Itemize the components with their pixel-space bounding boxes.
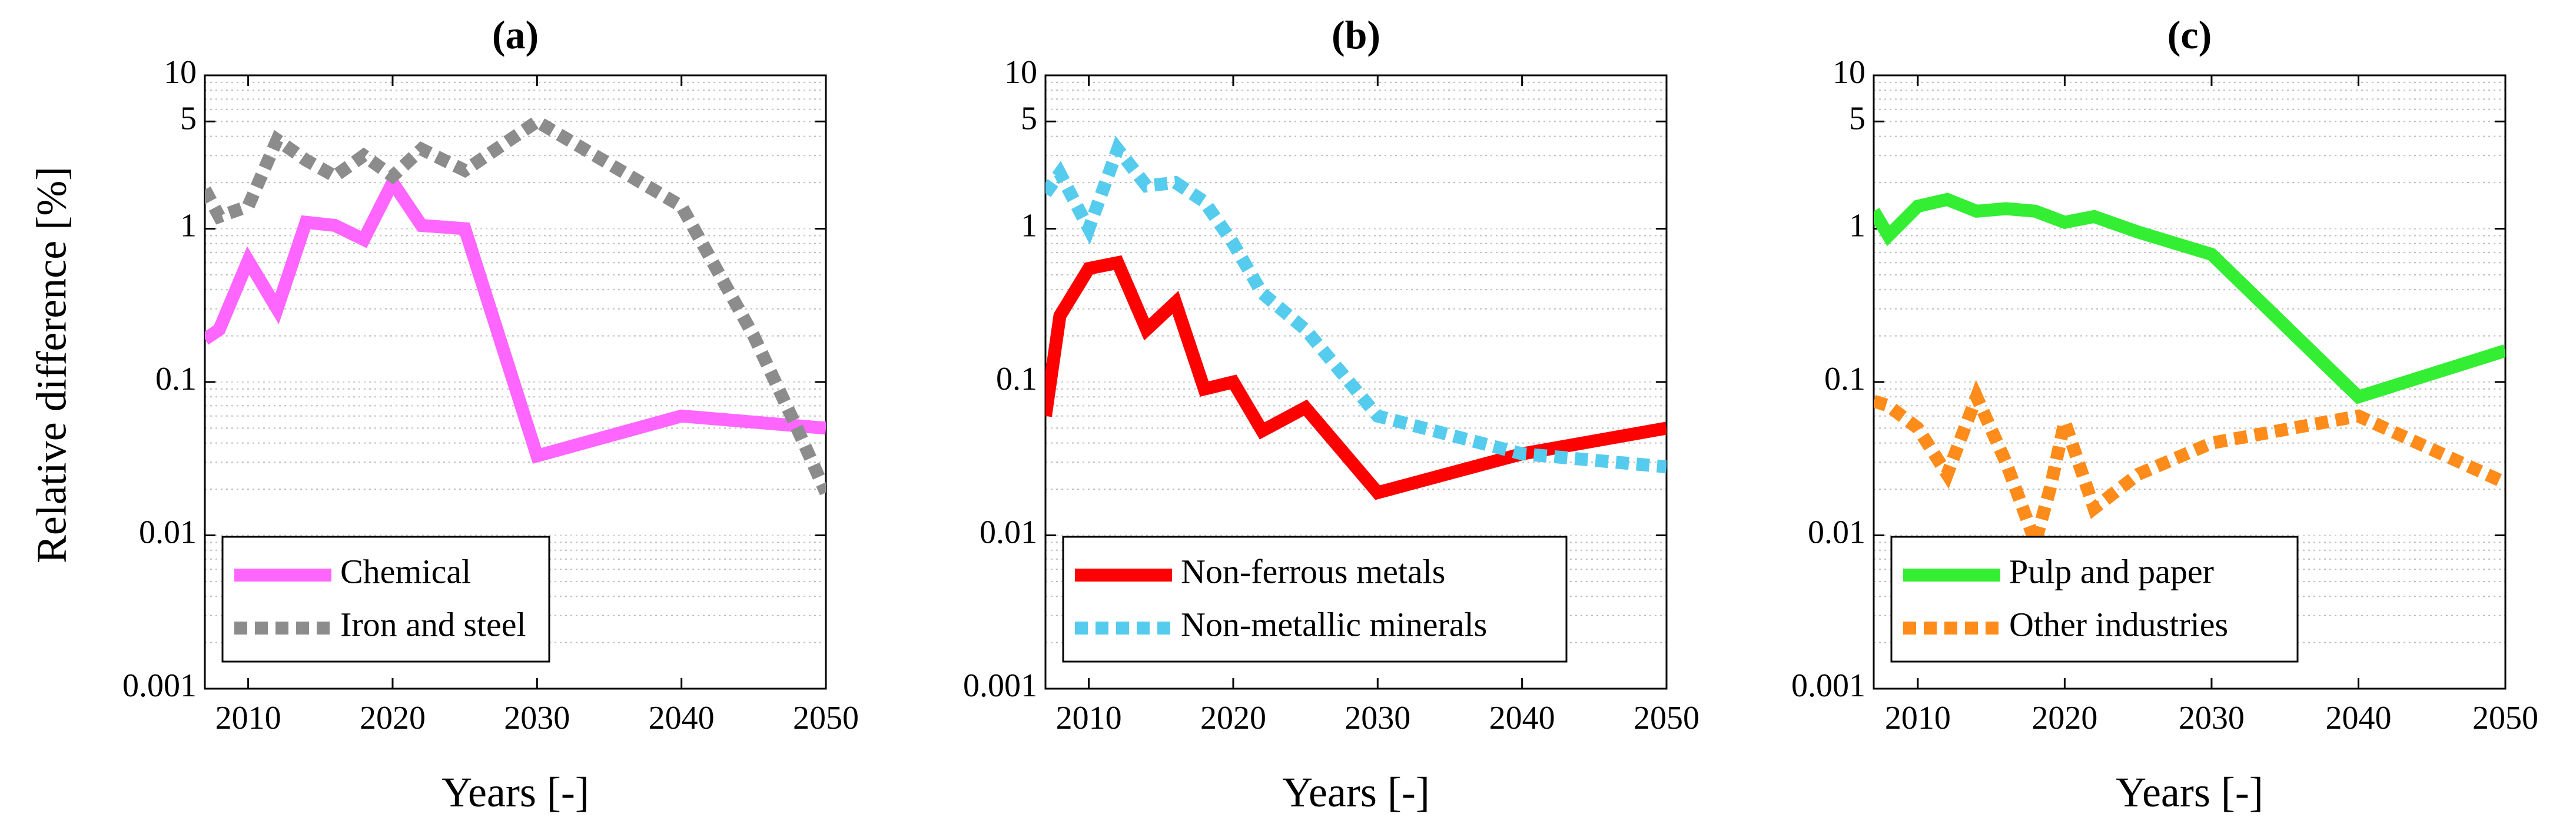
y-tick-label: 5 [1021,100,1037,137]
y-axis-label: Relative difference [%] [28,167,75,563]
x-axis-label: Years [-] [1282,769,1430,816]
x-tick-label: 2030 [1345,700,1410,736]
y-tick-label: 0.001 [122,667,197,704]
series-line-pulp-and-paper [1874,192,2505,404]
legend-label: Chemical [340,552,471,590]
panel-title: (c) [2167,12,2212,57]
panel-a: 2010 2020 2030 2040 2050 0.001 0.01 0.1 1 5 10 (a) Y… [122,12,859,816]
y-tick-label: 10 [1833,54,1865,91]
legend-label: Non-ferrous metals [1181,552,1445,590]
x-tick-label: 2040 [1489,700,1555,736]
y-tick-label: 5 [180,100,197,137]
x-tick-label: 2040 [2325,700,2391,736]
x-tick-label: 2050 [793,700,859,736]
y-tick-label: 10 [1004,54,1037,91]
panel-title: (b) [1332,12,1380,57]
panel-title: (a) [492,12,539,57]
legend-label: Iron and steel [340,605,526,643]
x-tick-label: 2040 [649,700,715,736]
series-line-iron-and-steel [205,114,826,496]
x-tick-label: 2050 [1634,700,1699,736]
legend-label: Other industries [2009,605,2228,643]
y-tick-label: 0.01 [1808,514,1865,550]
series-line-non-ferrous-metals [1045,255,1667,500]
y-tick-label: 1 [1021,207,1037,244]
y-tick-label: 1 [1849,207,1865,244]
y-tick-label: 0.001 [1791,667,1865,704]
panel-c: 2010 2020 2030 2040 2050 0.001 0.01 0.1 1 5 10 (c) Y… [1791,12,2538,816]
x-tick-label: 2010 [1885,700,1951,736]
panel-b: 2010 2020 2030 2040 2050 0.001 0.01 0.1 1 5 10 (b) Y… [963,12,1699,816]
series-line-other-industries [1874,380,2505,564]
x-tick-label: 2020 [360,700,426,736]
y-tick-label: 0.1 [1824,361,1865,397]
x-axis-label: Years [-] [2116,769,2263,816]
legend-label: Non-metallic minerals [1181,605,1487,643]
x-axis-label: Years [-] [441,769,589,816]
y-tick-label: 0.01 [139,514,197,550]
y-tick-label: 10 [164,54,197,91]
y-tick-label: 0.01 [980,514,1037,550]
x-tick-label: 2010 [215,700,281,736]
y-tick-label: 1 [180,207,197,244]
x-tick-label: 2050 [2472,700,2538,736]
x-tick-label: 2020 [1200,700,1266,736]
legend-box [1062,536,1568,663]
y-tick-label: 0.1 [996,361,1037,397]
x-tick-label: 2030 [2179,700,2245,736]
legend-box [221,536,550,663]
x-tick-label: 2020 [2031,700,2097,736]
legend-box [1890,536,2299,663]
x-tick-label: 2030 [504,700,570,736]
y-tick-label: 0.1 [155,361,197,397]
series-line-chemical [205,170,826,464]
legend-label: Pulp and paper [2009,552,2214,590]
series-line-non-metallic-minerals [1045,136,1667,473]
y-tick-label: 5 [1849,100,1865,137]
x-tick-label: 2010 [1056,700,1122,736]
y-tick-label: 0.001 [963,667,1037,704]
